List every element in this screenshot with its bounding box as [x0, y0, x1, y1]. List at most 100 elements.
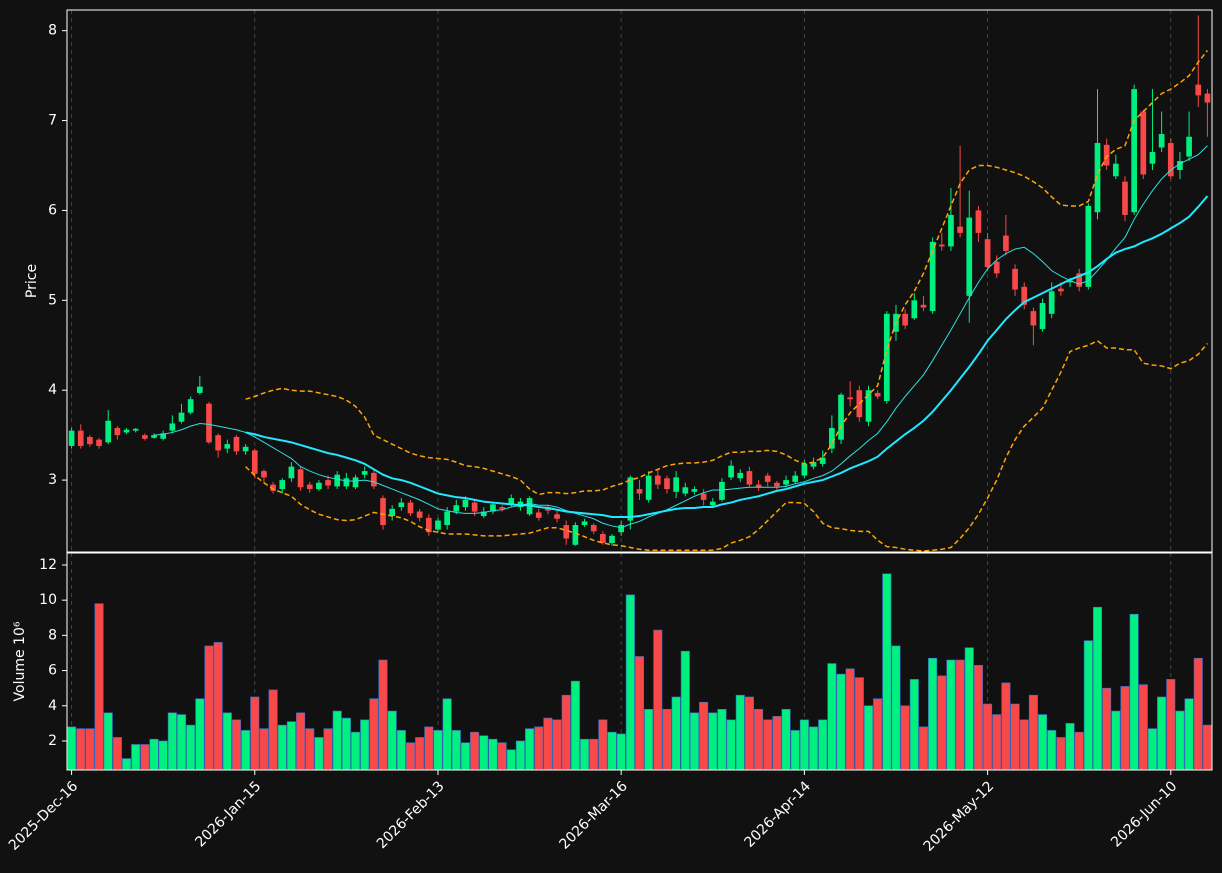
- candle-body: [829, 427, 835, 449]
- candle-body: [334, 474, 341, 487]
- volume-bar: [241, 730, 251, 771]
- candle-body: [673, 477, 679, 492]
- overlay-line: [245, 339, 1208, 552]
- volume-bar: [845, 668, 855, 771]
- candle-body: [636, 489, 643, 494]
- volume-bar: [534, 726, 544, 771]
- volume-bar: [451, 730, 461, 771]
- candle-body: [251, 450, 258, 474]
- marks-layer: [67, 15, 1212, 771]
- candle-body: [416, 511, 423, 518]
- volume-bar: [250, 696, 260, 771]
- volume-bar: [726, 719, 736, 771]
- candle-body: [535, 512, 542, 518]
- volume-bar: [1157, 696, 1167, 771]
- volume-bar: [305, 728, 315, 771]
- volume-bar: [506, 749, 516, 771]
- candle-body: [700, 493, 707, 500]
- candle-body: [1094, 143, 1101, 213]
- volume-bar: [772, 716, 782, 771]
- candle-body: [435, 520, 441, 530]
- candle-body: [389, 508, 396, 517]
- candle-body: [242, 446, 249, 452]
- overlay-line: [153, 145, 1208, 529]
- candle-body: [224, 444, 231, 449]
- volume-bar: [112, 737, 122, 771]
- volume-bar: [744, 696, 754, 771]
- volume-bar: [259, 728, 269, 771]
- volume-bar: [231, 719, 241, 771]
- volume-bar: [204, 645, 214, 771]
- candle-body: [480, 511, 487, 517]
- volume-bar: [1184, 698, 1194, 771]
- volume-bar: [863, 705, 874, 771]
- volume-bar: [882, 573, 892, 771]
- candle-body: [883, 313, 890, 401]
- volume-bar: [488, 738, 498, 771]
- candle-body: [783, 480, 789, 485]
- volume-bar: [616, 733, 626, 771]
- candle-body: [709, 501, 716, 506]
- volume-bar: [671, 696, 681, 771]
- candle-body: [1195, 84, 1202, 96]
- volume-bar: [735, 694, 745, 771]
- candle-body: [325, 480, 331, 486]
- volume-bar: [176, 714, 187, 771]
- candle-body: [270, 484, 276, 491]
- candle-body: [874, 392, 881, 397]
- candle-body: [1067, 280, 1073, 283]
- volume-bar: [699, 701, 709, 771]
- candle-body: [838, 394, 844, 440]
- volume-bar: [717, 708, 727, 771]
- y-tick-label: 10: [39, 592, 57, 608]
- candle-body: [105, 420, 112, 443]
- volume-bar: [1056, 737, 1066, 771]
- y-tick-label: 4: [48, 382, 57, 398]
- candle-body: [984, 239, 991, 268]
- volume-bar: [296, 712, 306, 771]
- volume-bar: [76, 728, 86, 771]
- candle-body: [1021, 286, 1028, 305]
- volume-bar: [85, 728, 95, 771]
- candle-body: [1103, 144, 1110, 166]
- candle-body: [425, 517, 432, 533]
- candle-body: [618, 525, 625, 533]
- candle-body: [142, 435, 148, 439]
- volume-bar: [222, 712, 232, 771]
- candle-body: [233, 436, 240, 452]
- volume-bar: [909, 679, 919, 771]
- volume-bar: [1111, 710, 1121, 771]
- candle-body: [902, 313, 908, 326]
- volume-bar: [983, 703, 993, 771]
- candle-body: [654, 475, 661, 485]
- candle-body: [1039, 303, 1046, 330]
- volume-bar: [213, 642, 223, 771]
- candle-body: [774, 482, 780, 487]
- candle-body: [847, 397, 854, 400]
- volume-bar: [341, 717, 351, 771]
- candle-body: [453, 505, 460, 512]
- volume-bar: [149, 738, 159, 771]
- volume-bar: [515, 740, 525, 771]
- volume-bar: [918, 726, 928, 771]
- volume-bar: [1092, 606, 1103, 771]
- candle-body: [728, 465, 734, 478]
- candle-body: [1204, 93, 1211, 103]
- y-tick-label: 7: [48, 113, 57, 129]
- volume-bar: [992, 714, 1002, 771]
- candle-body: [261, 471, 267, 478]
- volume-bar: [653, 629, 663, 771]
- volume-bar: [525, 728, 535, 771]
- candle-body: [1030, 311, 1037, 326]
- volume-bar: [460, 742, 470, 771]
- candle-body: [1003, 235, 1009, 251]
- candle-body: [1140, 111, 1147, 175]
- y-axis-label: Volume 10⁶: [12, 621, 28, 701]
- volume-bar: [268, 689, 278, 771]
- candle-body: [1167, 143, 1174, 177]
- candle-body: [792, 475, 799, 482]
- candle-body: [490, 504, 496, 512]
- candle-body: [160, 433, 167, 439]
- volume-bar: [67, 726, 77, 771]
- volume-bar: [955, 659, 965, 771]
